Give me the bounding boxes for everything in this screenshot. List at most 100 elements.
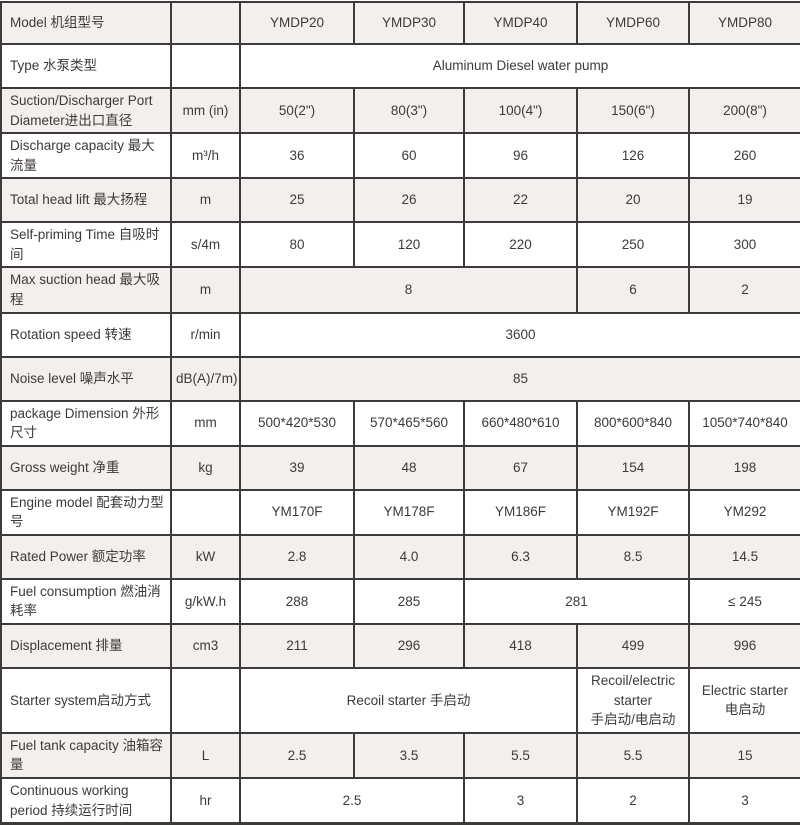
unit-cell-max-suction-head: m — [170, 266, 241, 314]
value-cell: 100(4") — [463, 86, 578, 135]
value-cell: 800*600*840 — [576, 399, 690, 447]
model-header-ymdp20: YMDP20 — [239, 1, 355, 45]
value-cell: 20 — [576, 177, 690, 224]
value-cell: 48 — [353, 444, 465, 491]
value-cell-merged: 281 — [463, 577, 690, 625]
value-cell: YM186F — [463, 488, 578, 536]
model-header-ymdp80: YMDP80 — [688, 1, 800, 45]
value-cell: 154 — [576, 444, 690, 491]
value-cell-recoil-electric-starter: Recoil/electric starter 手启动/电启动 — [576, 666, 690, 734]
row-type: Type 水泵类型 Aluminum Diesel water pump — [0, 43, 800, 89]
value-cell: 50(2") — [239, 86, 355, 135]
value-cell: 25 — [239, 177, 355, 224]
value-cell-merged: 3600 — [239, 311, 800, 358]
value-cell: 500*420*530 — [239, 399, 355, 447]
unit-cell-noise-level: dB(A)/7m) — [170, 355, 241, 402]
value-cell: 126 — [576, 132, 690, 180]
row-label-rotation-speed: Rotation speed 转速 — [0, 311, 172, 358]
value-cell: YM192F — [576, 488, 690, 536]
unit-cell-displacement: cm3 — [170, 622, 241, 669]
unit-cell-rated-power: kW — [170, 533, 241, 580]
value-cell: 200(8") — [688, 86, 800, 135]
value-cell: 14.5 — [688, 533, 800, 580]
value-cell: 418 — [463, 622, 578, 669]
row-total-head-lift: Total head lift 最大扬程 m 25 26 22 20 19 — [0, 177, 800, 224]
value-cell: 220 — [463, 221, 578, 269]
value-cell-electric-starter: Electric starter 电启动 — [688, 666, 800, 734]
row-label-continuous-working-period: Continuous working period 持续运行时间 — [0, 777, 172, 825]
value-cell: 6.3 — [463, 533, 578, 580]
starter-text-en: Electric starter — [701, 682, 789, 698]
value-cell: 2 — [576, 777, 690, 825]
value-cell: 3.5 — [353, 731, 465, 780]
row-package-dimension: package Dimension 外形尺寸 mm 500*420*530 57… — [0, 399, 800, 447]
row-label-noise-level: Noise level 噪声水平 — [0, 355, 172, 402]
value-cell: 80 — [239, 221, 355, 269]
value-cell: 39 — [239, 444, 355, 491]
value-cell-type: Aluminum Diesel water pump — [239, 43, 800, 89]
row-port-diameter: Suction/Discharger Port Diameter进出口直径 mm… — [0, 86, 800, 135]
value-cell: YM170F — [239, 488, 355, 536]
value-cell: 96 — [463, 132, 578, 180]
row-label-fuel-tank-capacity: Fuel tank capacity 油箱容量 — [0, 731, 172, 780]
unit-cell-gross-weight: kg — [170, 444, 241, 491]
model-header-ymdp60: YMDP60 — [576, 1, 690, 45]
row-label-displacement: Displacement 排量 — [0, 622, 172, 669]
unit-cell-type — [170, 43, 241, 89]
row-label-discharge-capacity: Discharge capacity 最大流量 — [0, 132, 172, 180]
value-cell: 120 — [353, 221, 465, 269]
value-cell: YM178F — [353, 488, 465, 536]
value-cell: 19 — [688, 177, 800, 224]
value-cell: 36 — [239, 132, 355, 180]
unit-cell-total-head-lift: m — [170, 177, 241, 224]
value-cell: 198 — [688, 444, 800, 491]
row-gross-weight: Gross weight 净重 kg 39 48 67 154 198 — [0, 444, 800, 491]
model-header-ymdp30: YMDP30 — [353, 1, 465, 45]
value-cell: 260 — [688, 132, 800, 180]
row-engine-model: Engine model 配套动力型号 YM170F YM178F YM186F… — [0, 488, 800, 536]
value-cell-merged: 2.5 — [239, 777, 465, 825]
row-model: Model 机组型号 YMDP20 YMDP30 YMDP40 YMDP60 Y… — [0, 1, 800, 45]
row-starter-system: Starter system启动方式 Recoil starter 手启动 Re… — [0, 666, 800, 734]
unit-cell-engine-model — [170, 488, 241, 536]
row-label-model: Model 机组型号 — [0, 1, 172, 45]
row-label-rated-power: Rated Power 额定功率 — [0, 533, 172, 580]
value-cell: 67 — [463, 444, 578, 491]
value-cell: 2.5 — [239, 731, 355, 780]
unit-cell-fuel-tank-capacity: L — [170, 731, 241, 780]
value-cell: 150(6") — [576, 86, 690, 135]
value-cell: 2.8 — [239, 533, 355, 580]
value-cell: 26 — [353, 177, 465, 224]
row-displacement: Displacement 排量 cm3 211 296 418 499 996 — [0, 622, 800, 669]
value-cell: 80(3") — [353, 86, 465, 135]
starter-text-en: Recoil/electric starter — [590, 673, 676, 708]
value-cell: 22 — [463, 177, 578, 224]
unit-cell-self-priming-time: s/4m — [170, 221, 241, 269]
row-rotation-speed: Rotation speed 转速 r/min 3600 — [0, 311, 800, 358]
value-cell: ≤ 245 — [688, 577, 800, 625]
value-cell: 5.5 — [463, 731, 578, 780]
row-label-fuel-consumption: Fuel consumption 燃油消耗率 — [0, 577, 172, 625]
unit-cell-starter-system — [170, 666, 241, 734]
value-cell-recoil-starter: Recoil starter 手启动 — [239, 666, 578, 734]
value-cell: 996 — [688, 622, 800, 669]
value-cell-merged: 85 — [239, 355, 800, 402]
value-cell: 300 — [688, 221, 800, 269]
row-label-self-priming-time: Self-priming Time 自吸时间 — [0, 221, 172, 269]
row-label-type: Type 水泵类型 — [0, 43, 172, 89]
unit-cell-continuous-working-period: hr — [170, 777, 241, 825]
value-cell: 211 — [239, 622, 355, 669]
row-label-port-diameter: Suction/Discharger Port Diameter进出口直径 — [0, 86, 172, 135]
unit-cell-fuel-consumption: g/kW.h — [170, 577, 241, 625]
unit-cell-package-dimension: mm — [170, 399, 241, 447]
value-cell: 288 — [239, 577, 355, 625]
value-cell: 3 — [688, 777, 800, 825]
value-cell: YM292 — [688, 488, 800, 536]
unit-cell-rotation-speed: r/min — [170, 311, 241, 358]
starter-text-cn: 电启动 — [724, 702, 766, 718]
value-cell: 570*465*560 — [353, 399, 465, 447]
unit-cell-port-diameter: mm (in) — [170, 86, 241, 135]
value-cell: 6 — [576, 266, 690, 314]
row-discharge-capacity: Discharge capacity 最大流量 m³/h 36 60 96 12… — [0, 132, 800, 180]
